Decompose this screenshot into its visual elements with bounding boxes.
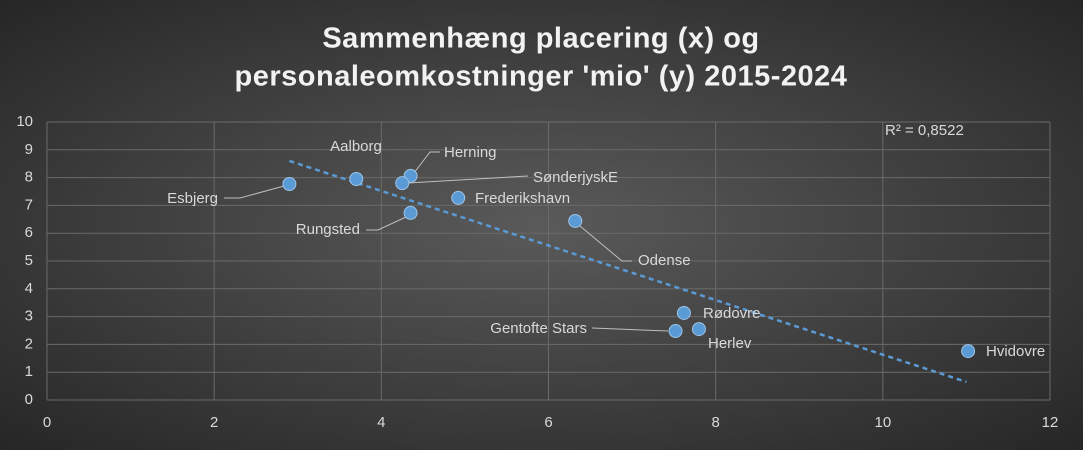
- x-tick-label: 4: [377, 414, 385, 431]
- chart-title: personaleomkostninger 'mio' (y) 2015-202…: [235, 61, 848, 93]
- point-label: Frederikshavn: [475, 190, 570, 207]
- x-tick-label: 6: [544, 414, 552, 431]
- point: [568, 213, 583, 228]
- leader-line: [591, 327, 669, 332]
- point: [691, 322, 706, 337]
- y-tick-label: 1: [25, 363, 33, 380]
- point-label: Hvidovre: [986, 343, 1045, 360]
- y-tick-label: 5: [25, 252, 33, 269]
- x-tick-label: 12: [1042, 414, 1059, 431]
- x-tick-label: 8: [711, 414, 719, 431]
- r-squared: R² = 0,8522: [885, 122, 964, 139]
- y-tick-label: 4: [25, 280, 33, 297]
- leader-line: [413, 151, 440, 174]
- point-label: Rødovre: [703, 305, 761, 322]
- point: [676, 305, 691, 320]
- x-tick-label: 2: [210, 414, 218, 431]
- trendline: [289, 159, 967, 384]
- point-label: SønderjyskE: [533, 169, 618, 186]
- point-label: Rungsted: [296, 221, 360, 238]
- y-tick-label: 8: [25, 169, 33, 186]
- y-tick-label: 2: [25, 335, 33, 352]
- leader-line: [407, 175, 529, 184]
- point: [395, 176, 410, 191]
- point-label: Gentofte Stars: [490, 320, 587, 337]
- point-label: Herning: [444, 144, 497, 161]
- y-tick-label: 0: [25, 391, 33, 408]
- point: [282, 176, 297, 191]
- leader-line: [579, 225, 632, 262]
- y-tick-label: 10: [16, 113, 33, 130]
- x-tick-label: 10: [874, 414, 891, 431]
- x-tick-label: 0: [43, 414, 51, 431]
- y-tick-label: 3: [25, 308, 33, 325]
- point: [349, 171, 364, 186]
- point-label: Odense: [638, 252, 691, 269]
- point: [403, 205, 418, 220]
- y-tick-label: 6: [25, 224, 33, 241]
- leader-line: [224, 185, 285, 199]
- point: [668, 324, 683, 339]
- point: [451, 190, 466, 205]
- point-label: Aalborg: [330, 138, 382, 155]
- chart-title: Sammenhæng placering (x) og: [322, 23, 759, 55]
- point: [961, 344, 976, 359]
- y-tick-label: 9: [25, 141, 33, 158]
- leader-line: [366, 216, 407, 231]
- point-label: Esbjerg: [167, 190, 218, 207]
- point-label: Herlev: [708, 335, 752, 352]
- y-tick-label: 7: [25, 196, 33, 213]
